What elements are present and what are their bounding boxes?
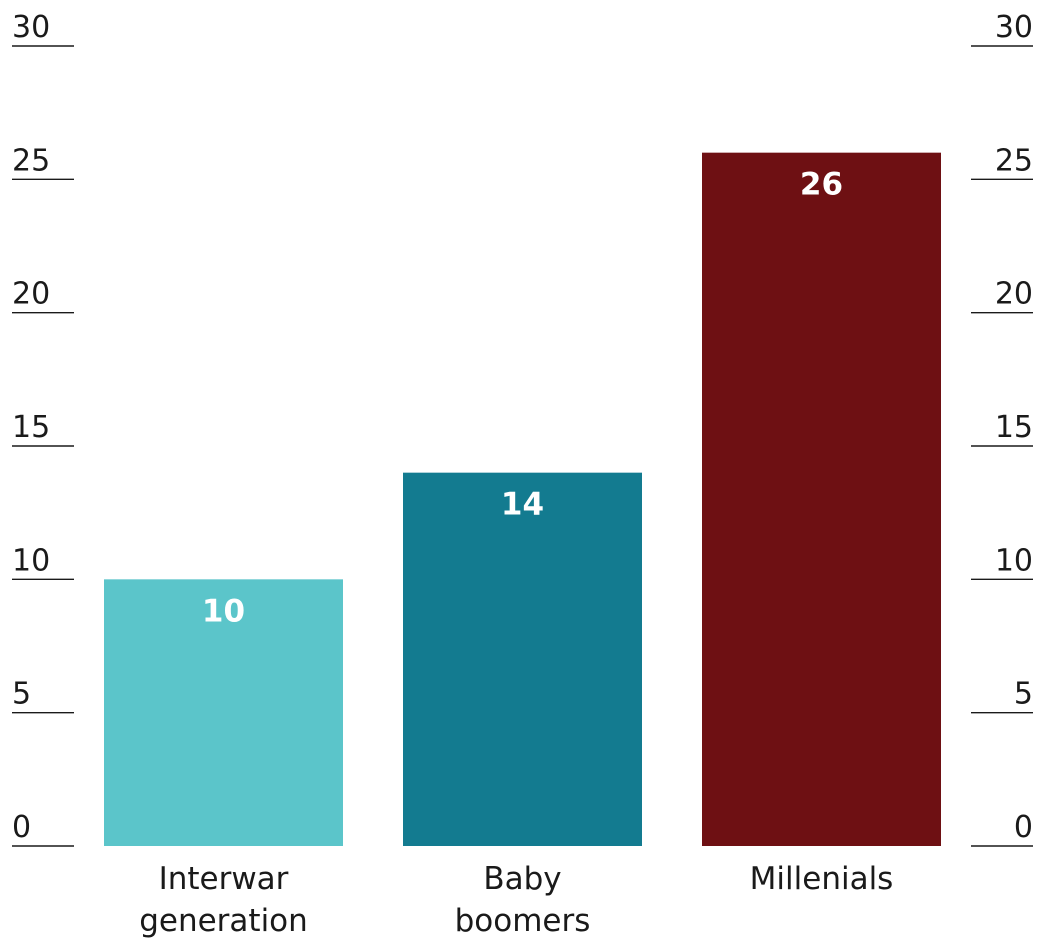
left-tick-label-25: 25 <box>12 143 50 178</box>
category-label-1-line-1: boomers <box>455 903 591 939</box>
data-label-0: 10 <box>202 593 245 629</box>
right-tick-label-10: 10 <box>995 543 1033 578</box>
right-tick-label-5: 5 <box>1014 677 1033 712</box>
bar-0 <box>104 579 343 846</box>
category-label-1-line-0: Baby <box>483 861 561 897</box>
left-y-axis: 0 5 10 15 20 25 30 <box>12 10 74 847</box>
right-tick-label-0: 0 <box>1014 810 1033 845</box>
data-labels: 10 14 26 <box>202 167 843 630</box>
left-tick-label-20: 20 <box>12 277 50 312</box>
category-label-0-line-0: Interwar <box>159 861 289 897</box>
right-tick-label-15: 15 <box>995 410 1033 445</box>
right-y-axis: 0 5 10 15 20 25 30 <box>971 10 1033 847</box>
bar-1 <box>403 472 642 846</box>
bar-2 <box>702 152 941 846</box>
left-tick-label-5: 5 <box>12 677 31 712</box>
data-label-1: 14 <box>501 487 544 523</box>
left-tick-label-10: 10 <box>12 543 50 578</box>
left-tick-label-30: 30 <box>12 10 50 45</box>
left-tick-label-15: 15 <box>12 410 50 445</box>
right-tick-label-30: 30 <box>995 10 1033 45</box>
data-label-2: 26 <box>800 167 843 203</box>
right-tick-label-25: 25 <box>995 143 1033 178</box>
bars <box>104 152 941 846</box>
right-tick-label-20: 20 <box>995 277 1033 312</box>
x-axis-category-labels: Interwar generation Baby boomers Millenials <box>139 861 893 939</box>
category-label-0-line-1: generation <box>139 903 308 939</box>
category-label-2-line-0: Millenials <box>750 861 894 897</box>
left-tick-label-0: 0 <box>12 810 31 845</box>
